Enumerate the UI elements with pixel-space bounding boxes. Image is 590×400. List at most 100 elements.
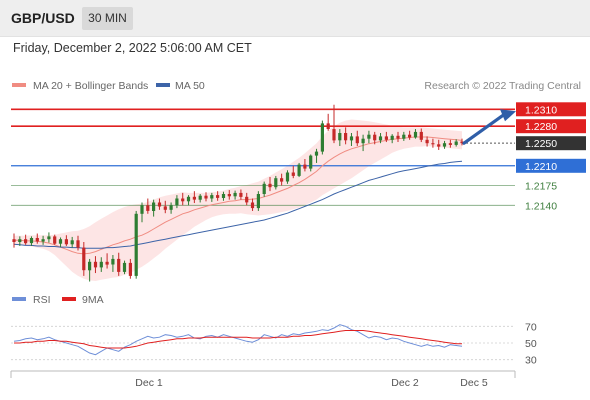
chart-header: GBP/USD 30 MIN	[0, 0, 590, 37]
candle-body	[186, 196, 191, 202]
candle-body	[320, 123, 324, 152]
candle-body	[175, 198, 179, 206]
resistance-price-tag	[516, 119, 586, 134]
support-price-label: 1.2175	[525, 181, 557, 193]
legend-ma50-swatch	[156, 83, 170, 87]
candle-body	[163, 206, 167, 210]
candle-body	[76, 240, 80, 248]
current-price-label: 1.2250	[525, 138, 557, 150]
pivot-price-tag	[516, 158, 586, 173]
candle-body	[309, 155, 313, 169]
candle-body	[18, 239, 22, 242]
candle-body	[390, 135, 394, 140]
timeframe-button[interactable]: 30 MIN	[82, 7, 133, 30]
rsi-plot: 70 50 30	[11, 321, 537, 367]
ma20-line	[14, 136, 463, 255]
candle-body	[198, 195, 202, 200]
candle-body	[35, 238, 39, 242]
candle-body	[361, 138, 365, 144]
candle-body	[134, 213, 138, 276]
candle-body	[47, 236, 51, 240]
legend-9ma-label: 9MA	[82, 294, 104, 306]
legend-rsi-swatch	[12, 297, 26, 301]
candle-body	[425, 139, 429, 144]
resistance-price-tag	[516, 102, 586, 117]
candle-body	[227, 194, 231, 197]
level-tags: 1.2310 1.2280 1.2250 1.2210 1.2175 1.2140	[516, 102, 586, 212]
support-price-label: 1.2140	[525, 200, 557, 212]
candle-body	[332, 129, 336, 141]
chart-datetime: Friday, December 2, 2022 5:06:00 AM CET	[13, 41, 252, 55]
x-tick-label: Dec 2	[391, 377, 419, 389]
candle-body	[285, 172, 290, 182]
candle-body	[12, 239, 16, 242]
rsi-tick-label: 30	[525, 355, 537, 367]
candle-body	[448, 143, 452, 145]
candle-body	[128, 262, 132, 276]
candle-body	[93, 261, 98, 268]
candle-body	[122, 262, 127, 272]
candle-body	[192, 196, 196, 200]
candle-body	[53, 236, 57, 244]
candle-body	[413, 131, 418, 138]
candle-body	[157, 202, 162, 207]
candle-body	[268, 183, 272, 188]
candle-body	[442, 143, 447, 147]
main-plot	[11, 104, 516, 282]
candle-body	[326, 123, 330, 129]
legend-ma50-label: MA 50	[175, 80, 205, 92]
candle-body	[314, 151, 319, 156]
candle-body	[210, 195, 214, 199]
candle-body	[384, 136, 388, 140]
credit-text: Research © 2022 Trading Central	[424, 80, 581, 92]
x-tick-label: Dec 5	[460, 377, 488, 389]
candle-body	[338, 133, 342, 141]
candle-body	[146, 205, 150, 211]
symbol-label: GBP/USD	[11, 10, 75, 26]
candle-body	[262, 183, 266, 194]
candle-body	[297, 164, 301, 176]
candle-body	[349, 136, 354, 141]
candle-body	[41, 239, 45, 242]
legend-ma20-label: MA 20 + Bollinger Bands	[33, 80, 148, 92]
candle-body	[460, 141, 464, 144]
candle-body	[99, 261, 103, 268]
candle-body	[70, 240, 74, 245]
candle-body	[245, 196, 249, 203]
rsi-9ma-line	[14, 330, 462, 349]
rsi-tick-label: 50	[525, 338, 537, 350]
rsi-tick-label: 70	[525, 321, 537, 333]
ma50-line	[13, 160, 463, 249]
candle-body	[204, 195, 208, 199]
candle-body	[419, 131, 423, 140]
candle-body	[117, 258, 121, 272]
candle-body	[378, 136, 383, 141]
pivot-price-label: 1.2210	[525, 161, 557, 173]
candle-body	[24, 239, 28, 244]
candle-body	[402, 134, 406, 139]
candle-body	[169, 205, 173, 210]
forecast-arrow-shaft	[462, 113, 505, 145]
resistance-price-label: 1.2280	[525, 121, 557, 133]
candle-body	[152, 202, 156, 211]
candle-body	[256, 194, 260, 209]
candle-body	[88, 261, 92, 271]
resistance-price-label: 1.2310	[525, 104, 557, 116]
candle-body	[233, 192, 237, 197]
candle-body	[239, 192, 243, 197]
candle-body	[64, 239, 68, 245]
x-tick-label: Dec 1	[135, 377, 163, 389]
candle-body	[291, 172, 295, 176]
candle-body	[280, 178, 284, 182]
candle-body	[408, 134, 412, 138]
candle-body	[355, 136, 359, 144]
forecast-arrow-head	[500, 109, 516, 122]
candle-body	[216, 195, 220, 198]
candle-body	[250, 202, 255, 209]
candle-body	[454, 141, 458, 145]
candle-body	[437, 144, 441, 147]
candle-body	[344, 133, 348, 141]
current-price-tag	[516, 136, 586, 151]
candle-body	[111, 258, 115, 265]
